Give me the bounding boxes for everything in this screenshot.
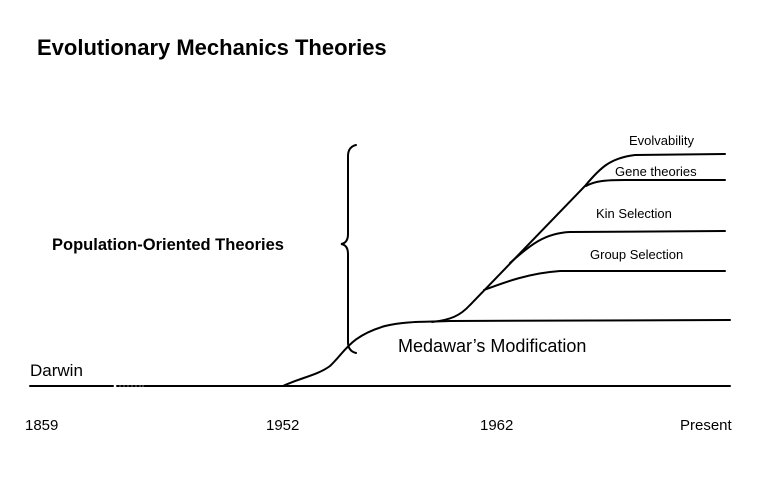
gene-theories-label: Gene theories <box>615 164 697 179</box>
year-present: Present <box>680 417 733 434</box>
medawar-line <box>282 319 731 387</box>
group-selection-label: Group Selection <box>590 247 683 262</box>
gene-theories-line <box>585 179 726 187</box>
darwin-label: Darwin <box>30 361 83 380</box>
year-1859: 1859 <box>25 417 58 434</box>
medawar-label: Medawar’s Modification <box>398 336 586 356</box>
kin-selection-label: Kin Selection <box>596 206 672 221</box>
evolvability-label: Evolvability <box>629 133 695 148</box>
year-1952: 1952 <box>266 417 299 434</box>
diagram-title: Evolutionary Mechanics Theories <box>37 35 387 60</box>
group-selection-line <box>483 270 726 291</box>
year-1962: 1962 <box>480 417 513 434</box>
group-label: Population-Oriented Theories <box>52 236 284 254</box>
brace <box>340 144 357 354</box>
kin-selection-line <box>509 230 726 264</box>
